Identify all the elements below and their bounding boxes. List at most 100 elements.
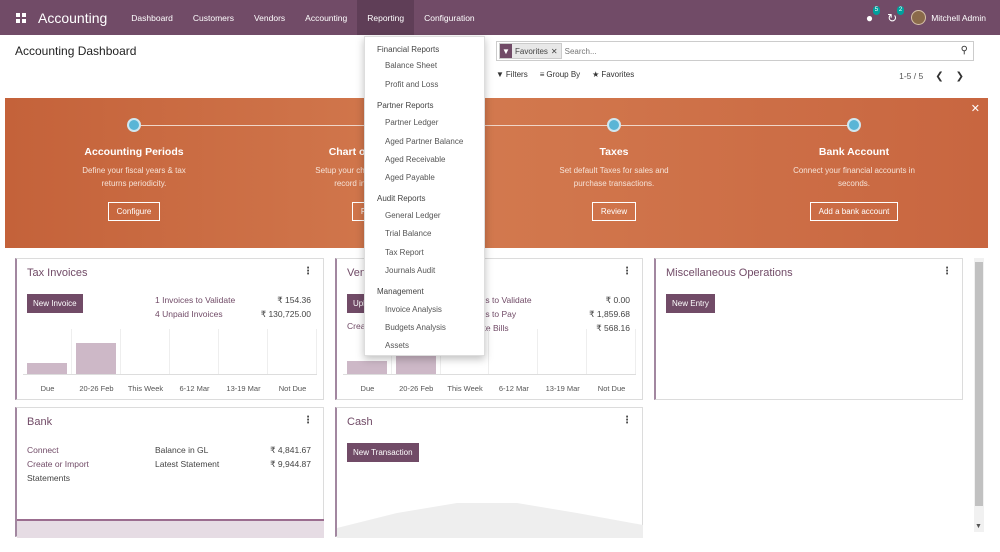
new-transaction-button[interactable]: New Transaction <box>347 443 419 462</box>
chart-x-label: 13-19 Mar <box>226 384 261 393</box>
menu-balance-sheet[interactable]: Balance Sheet <box>385 61 438 70</box>
validate-amount: ₹ 0.00 <box>605 295 630 305</box>
card-title[interactable]: Tax Invoices <box>27 267 88 279</box>
journal-card-tax-invoices: Tax Invoices ⋮ New Invoice 1 Invoices to… <box>15 258 324 400</box>
late-amount: ₹ 568.16 <box>596 323 630 333</box>
group-by-dropdown[interactable]: ≡ Group By <box>540 70 580 79</box>
pager-next-icon[interactable]: ❯ <box>955 71 964 82</box>
app-brand[interactable]: Accounting <box>38 9 108 26</box>
menu-customers[interactable]: Customers <box>192 12 234 23</box>
menu-aged-partner-balance[interactable]: Aged Partner Balance <box>385 137 464 146</box>
scroll-down-icon[interactable]: ▼ <box>975 523 982 530</box>
chart-x-label: 20-26 Feb <box>79 384 114 393</box>
favorites-dropdown[interactable]: ★ Favorites <box>592 70 634 79</box>
chart-column <box>587 329 636 374</box>
vertical-scrollbar[interactable]: ▼ <box>974 258 984 532</box>
chat-icon[interactable]: ● 5 <box>865 5 881 25</box>
balance-amount: ₹ 4,841.67 <box>270 445 311 455</box>
chart-x-label: This Week <box>127 384 164 393</box>
chart-x-labels: Due 20-26 Feb This Week 6-12 Mar 13-19 Mar No… <box>23 384 317 393</box>
bills-to-validate-link[interactable]: 1 Bills to Validate <box>467 295 532 305</box>
star-icon: ★ <box>592 70 600 79</box>
user-name: Mitchell Admin <box>931 12 986 23</box>
add-bank-account-button[interactable]: Add a bank account <box>809 202 899 221</box>
close-icon[interactable]: ✕ <box>970 103 980 115</box>
filter-funnel-icon: ▼ <box>500 44 512 58</box>
menu-budgets-analysis[interactable]: Budgets Analysis <box>385 323 446 332</box>
pager-value[interactable]: 1-5 / 5 <box>899 71 924 81</box>
card-options-icon[interactable]: ⋮ <box>622 266 632 277</box>
connect-link[interactable]: Connect <box>27 445 59 455</box>
menu-tax-report[interactable]: Tax Report <box>385 248 424 257</box>
chart-column <box>170 329 219 374</box>
menu-dashboard[interactable]: Dashboard <box>131 12 173 23</box>
chart-x-label: Due <box>360 384 375 393</box>
statements-link[interactable]: Statements <box>27 473 70 483</box>
unpaid-invoices-link[interactable]: 4 Unpaid Invoices <box>155 309 223 319</box>
scrollbar-thumb[interactable] <box>975 262 983 506</box>
menu-partner-ledger[interactable]: Partner Ledger <box>385 118 439 127</box>
card-title[interactable]: Miscellaneous Operations <box>666 267 793 279</box>
cash-balance-graph <box>337 503 643 538</box>
step-desc: Set default Taxes for sales and purchase … <box>559 166 669 188</box>
card-options-icon[interactable]: ⋮ <box>303 266 313 277</box>
chart-x-label: Not Due <box>278 384 307 393</box>
menu-aged-payable[interactable]: Aged Payable <box>385 173 435 182</box>
pager: 1-5 / 5 ❮ ❯ <box>899 71 964 82</box>
apps-menu-icon[interactable] <box>6 0 36 35</box>
menu-general-ledger[interactable]: General Ledger <box>385 211 441 220</box>
chart-x-label: 6-12 Mar <box>498 384 529 393</box>
search-icon[interactable]: ⚲ <box>960 45 968 56</box>
journal-card-bank: Bank ⋮ Connect Create or Import Statemen… <box>15 407 324 538</box>
partner-reports-header: Partner Reports <box>377 101 434 110</box>
chart-x-label: Not Due <box>597 384 626 393</box>
menu-reporting[interactable]: Reporting <box>357 0 415 35</box>
step-desc: Define your fiscal years & tax returns pe… <box>82 166 186 188</box>
menu-vendors[interactable]: Vendors <box>253 12 286 23</box>
menu-invoice-analysis[interactable]: Invoice Analysis <box>385 305 442 314</box>
card-options-icon[interactable]: ⋮ <box>942 266 952 277</box>
menu-configuration[interactable]: Configuration <box>424 12 475 23</box>
review-taxes-button[interactable]: Review <box>591 202 637 221</box>
activity-clock-icon[interactable]: ↻ 2 <box>887 5 905 25</box>
menu-journals-audit[interactable]: Journals Audit <box>385 266 436 275</box>
chart-bar[interactable] <box>76 342 116 374</box>
search-input[interactable] <box>564 46 925 56</box>
balance-label: Balance in GL <box>155 445 209 455</box>
chart-column <box>23 329 72 374</box>
menu-trial-balance[interactable]: Trial Balance <box>385 229 432 238</box>
invoices-to-validate-link[interactable]: 1 Invoices to Validate <box>155 295 236 305</box>
menu-assets[interactable]: Assets <box>385 341 410 350</box>
activity-badge: 2 <box>896 5 905 15</box>
chart-column <box>538 329 588 374</box>
user-menu[interactable]: Mitchell Admin <box>911 10 986 25</box>
search-bar: ▼ Favorites ✕ ⚲ <box>496 41 974 61</box>
chart-bar[interactable] <box>347 360 387 374</box>
pager-previous-icon[interactable]: ❮ <box>935 71 944 82</box>
card-title[interactable]: Bank <box>27 416 53 428</box>
step-dot <box>847 118 861 132</box>
facet-remove-icon[interactable]: ✕ <box>550 46 558 56</box>
card-options-icon[interactable]: ⋮ <box>303 415 313 426</box>
new-entry-button[interactable]: New Entry <box>666 294 715 313</box>
menu-profit-and-loss[interactable]: Profit and Loss <box>385 80 439 89</box>
card-title[interactable]: Cash <box>347 416 373 428</box>
step-accounting-periods: Accounting Periods Define your fiscal ye… <box>34 118 234 221</box>
chart-column <box>441 329 490 374</box>
bills-to-pay-link[interactable]: 2 Bills to Pay <box>467 309 517 319</box>
menu-accounting[interactable]: Accounting <box>305 12 348 23</box>
filters-dropdown[interactable]: ▼ Filters <box>496 70 528 79</box>
create-import-link[interactable]: Create or Import <box>27 459 89 469</box>
favorites-facet[interactable]: ▼ Favorites ✕ <box>499 43 562 59</box>
reporting-dropdown: Financial Reports Balance Sheet Profit a… <box>364 36 485 356</box>
step-taxes: Taxes Set default Taxes for sales and pur… <box>514 118 714 221</box>
late-bills-link[interactable]: 3 Late Bills <box>467 323 509 333</box>
step-dot <box>607 118 621 132</box>
new-invoice-button[interactable]: New Invoice <box>27 294 83 313</box>
card-options-icon[interactable]: ⋮ <box>622 415 632 426</box>
invoice-aging-chart <box>23 329 317 375</box>
menu-aged-receivable[interactable]: Aged Receivable <box>385 155 446 164</box>
chart-bar[interactable] <box>27 362 67 374</box>
configure-button[interactable]: Configure <box>107 202 161 221</box>
search-options: ▼ Filters ≡ Group By ★ Favorites <box>496 70 634 79</box>
